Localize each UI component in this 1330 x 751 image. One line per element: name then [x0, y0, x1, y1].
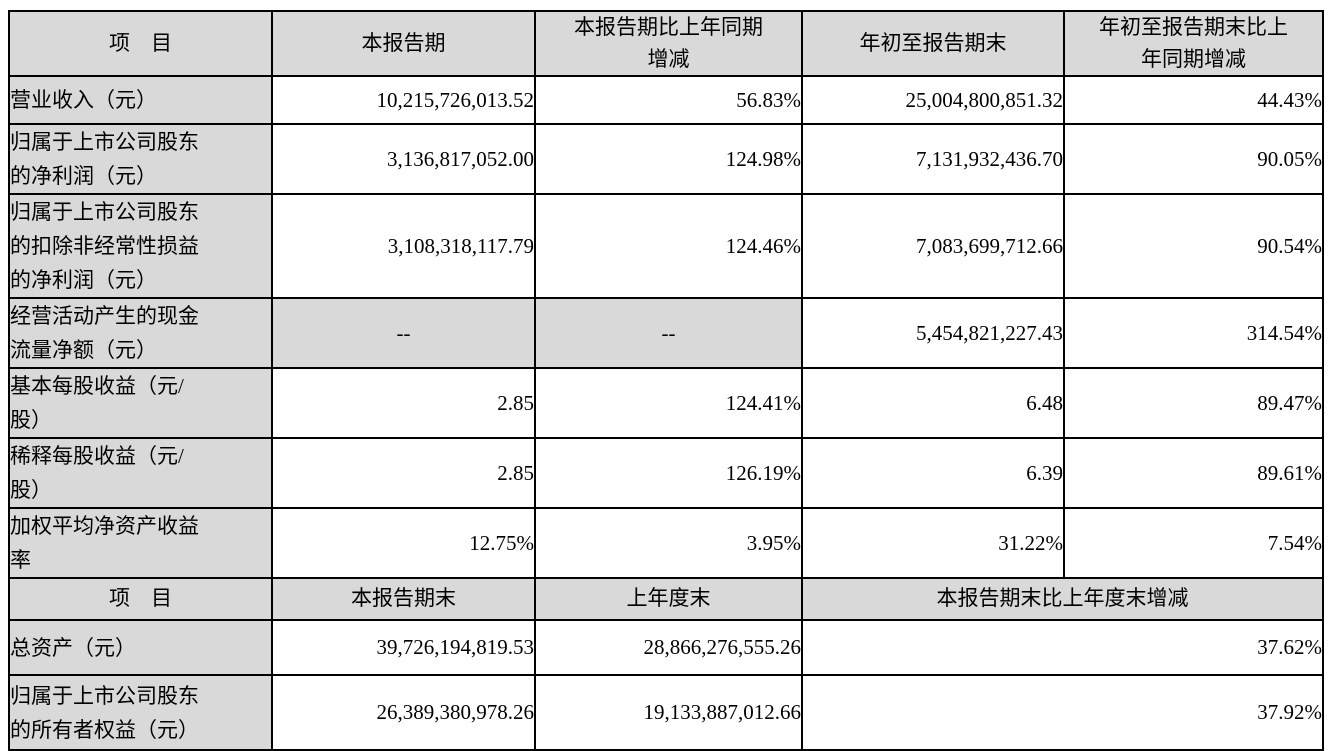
- row-label-cell: 归属于上市公司股东 的扣除非经常性损益 的净利润（元）: [8, 193, 273, 300]
- value-cell: 3,108,318,117.79: [271, 193, 536, 300]
- table-row-weighted-avg-roe: 加权平均净资产收益 率 12.75% 3.95% 31.22% 7.54%: [8, 507, 1324, 580]
- section1-header-row: 项 目 本报告期 本报告期比上年同期 增减 年初至报告期末 年初至报告期末比上 …: [8, 10, 1324, 77]
- financial-summary-table: 项 目 本报告期 本报告期比上年同期 增减 年初至报告期末 年初至报告期末比上 …: [8, 10, 1324, 751]
- header-cell-current-period: 本报告期: [271, 10, 536, 77]
- row-label-cell: 营业收入（元）: [8, 75, 273, 125]
- value-cell: 19,133,887,012.66: [534, 674, 803, 751]
- header-cell-ytd: 年初至报告期末: [801, 10, 1065, 77]
- row-label-cell: 稀释每股收益（元/ 股）: [8, 437, 273, 510]
- value-cell: 44.43%: [1063, 75, 1324, 125]
- value-cell: 56.83%: [534, 75, 803, 125]
- header-cell-yoy-change: 本报告期比上年同期 增减: [534, 10, 803, 77]
- value-cell: 314.54%: [1063, 297, 1324, 370]
- value-cell: 3,136,817,052.00: [271, 122, 536, 196]
- row-label-cell: 归属于上市公司股东 的净利润（元）: [8, 122, 273, 196]
- value-cell: 126.19%: [534, 437, 803, 510]
- value-cell: 5,454,821,227.43: [801, 297, 1065, 370]
- header-cell-ytd-yoy-change: 年初至报告期末比上 年同期增减: [1063, 10, 1324, 77]
- value-cell: 3.95%: [534, 507, 803, 580]
- value-cell: 6.39: [801, 437, 1065, 510]
- value-cell: 2.85: [271, 367, 536, 440]
- table-row-net-profit: 归属于上市公司股东 的净利润（元） 3,136,817,052.00 124.9…: [8, 122, 1324, 196]
- dash-cell: --: [271, 297, 536, 370]
- value-cell: 39,726,194,819.53: [271, 619, 536, 677]
- value-cell: 12.75%: [271, 507, 536, 580]
- value-cell: 7.54%: [1063, 507, 1324, 580]
- header-cell-prior-year-end: 上年度末: [534, 577, 803, 622]
- table-row-operating-cash-flow: 经营活动产生的现金 流量净额（元） -- -- 5,454,821,227.43…: [8, 297, 1324, 370]
- table-row-net-profit-excl-nonrecurring: 归属于上市公司股东 的扣除非经常性损益 的净利润（元） 3,108,318,11…: [8, 193, 1324, 300]
- row-label-cell: 经营活动产生的现金 流量净额（元）: [8, 297, 273, 370]
- value-cell: 124.46%: [534, 193, 803, 300]
- value-cell: 2.85: [271, 437, 536, 510]
- value-cell: 31.22%: [801, 507, 1065, 580]
- row-label-cell: 归属于上市公司股东 的所有者权益（元）: [8, 674, 273, 751]
- table-row-total-assets: 总资产（元） 39,726,194,819.53 28,866,276,555.…: [8, 619, 1324, 677]
- value-cell: 25,004,800,851.32: [801, 75, 1065, 125]
- value-cell: 7,131,932,436.70: [801, 122, 1065, 196]
- header-cell-item: 项 目: [8, 10, 273, 77]
- value-cell: 26,389,380,978.26: [271, 674, 536, 751]
- value-cell: 124.98%: [534, 122, 803, 196]
- value-cell: 7,083,699,712.66: [801, 193, 1065, 300]
- value-cell: 37.62%: [801, 619, 1324, 677]
- table-row-basic-eps: 基本每股收益（元/ 股） 2.85 124.41% 6.48 89.47%: [8, 367, 1324, 440]
- row-label-cell: 基本每股收益（元/ 股）: [8, 367, 273, 440]
- value-cell: 90.54%: [1063, 193, 1324, 300]
- value-cell: 124.41%: [534, 367, 803, 440]
- table-row-revenue: 营业收入（元） 10,215,726,013.52 56.83% 25,004,…: [8, 75, 1324, 125]
- header-cell-item-2: 项 目: [8, 577, 273, 622]
- header-cell-change-vs-prior-year-end: 本报告期末比上年度末增减: [801, 577, 1324, 622]
- table-row-diluted-eps: 稀释每股收益（元/ 股） 2.85 126.19% 6.39 89.61%: [8, 437, 1324, 510]
- value-cell: 89.61%: [1063, 437, 1324, 510]
- section2-header-row: 项 目 本报告期末 上年度末 本报告期末比上年度末增减: [8, 577, 1324, 622]
- header-cell-period-end: 本报告期末: [271, 577, 536, 622]
- value-cell: 6.48: [801, 367, 1065, 440]
- value-cell: 10,215,726,013.52: [271, 75, 536, 125]
- value-cell: 89.47%: [1063, 367, 1324, 440]
- row-label-cell: 总资产（元）: [8, 619, 273, 677]
- dash-cell: --: [534, 297, 803, 370]
- value-cell: 28,866,276,555.26: [534, 619, 803, 677]
- value-cell: 90.05%: [1063, 122, 1324, 196]
- row-label-cell: 加权平均净资产收益 率: [8, 507, 273, 580]
- value-cell: 37.92%: [801, 674, 1324, 751]
- table-row-owners-equity: 归属于上市公司股东 的所有者权益（元） 26,389,380,978.26 19…: [8, 674, 1324, 751]
